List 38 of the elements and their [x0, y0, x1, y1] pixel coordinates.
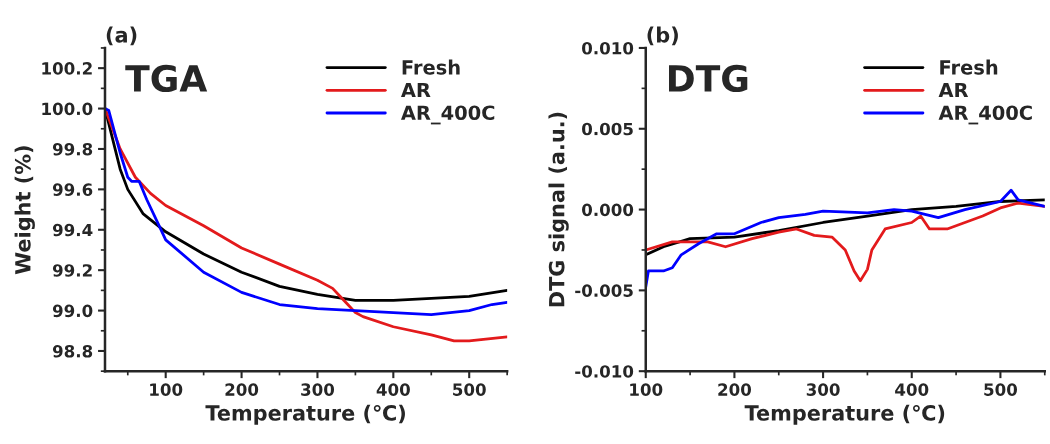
y-tick-label: 100.0	[42, 102, 93, 116]
annotation: DTG	[669, 64, 748, 93]
legend-label: Fresh	[402, 59, 460, 75]
x-tick-label: 400	[895, 383, 929, 396]
x-tick-label: 500	[984, 383, 1018, 396]
x-tick-label: 400	[376, 383, 410, 396]
line-series	[645, 201, 1045, 283]
y-axis-title: DTG signal (a.u.)	[548, 112, 569, 307]
x-axis-title: Temperature (℃)	[744, 404, 945, 425]
legend-label: AR_400C	[400, 105, 495, 125]
chart-title: (b)	[647, 26, 678, 46]
y-tick-label: -0.010	[575, 365, 634, 378]
y-tick-label: -0.005	[575, 284, 633, 297]
x-tick-label: 300	[806, 383, 840, 396]
x-tick-label: 200	[718, 383, 752, 396]
x-tick-label: 500	[453, 383, 486, 396]
y-axis-title: Weight (%)	[14, 146, 35, 275]
y-tick-label: 99.4	[52, 223, 93, 237]
x-tick-label: 300	[301, 383, 335, 396]
y-tick-label: 99.0	[52, 304, 93, 318]
x-axis-title: Temperature (℃)	[205, 404, 405, 425]
y-tick-label: 98.8	[52, 344, 93, 358]
y-tick-label: 99.8	[52, 142, 93, 156]
y-tick-label: 0.005	[582, 122, 633, 136]
legend-label: Fresh	[940, 59, 998, 75]
y-tick-label: 0.010	[582, 41, 634, 55]
x-tick-label: 100	[150, 383, 183, 396]
legend-label: AR_400C	[938, 105, 1032, 125]
x-tick-label: 100	[630, 383, 663, 396]
y-tick-label: 99.2	[52, 264, 92, 277]
y-tick-label: 0.000	[582, 203, 634, 217]
x-tick-label: 200	[225, 383, 259, 396]
annotation: TGA	[125, 64, 208, 93]
chart-title: (a)	[106, 26, 137, 46]
y-tick-label: 99.6	[52, 183, 93, 196]
y-tick-label: 100.2	[42, 62, 92, 75]
legend-label: AR	[400, 82, 431, 98]
legend-label: AR	[938, 82, 969, 98]
